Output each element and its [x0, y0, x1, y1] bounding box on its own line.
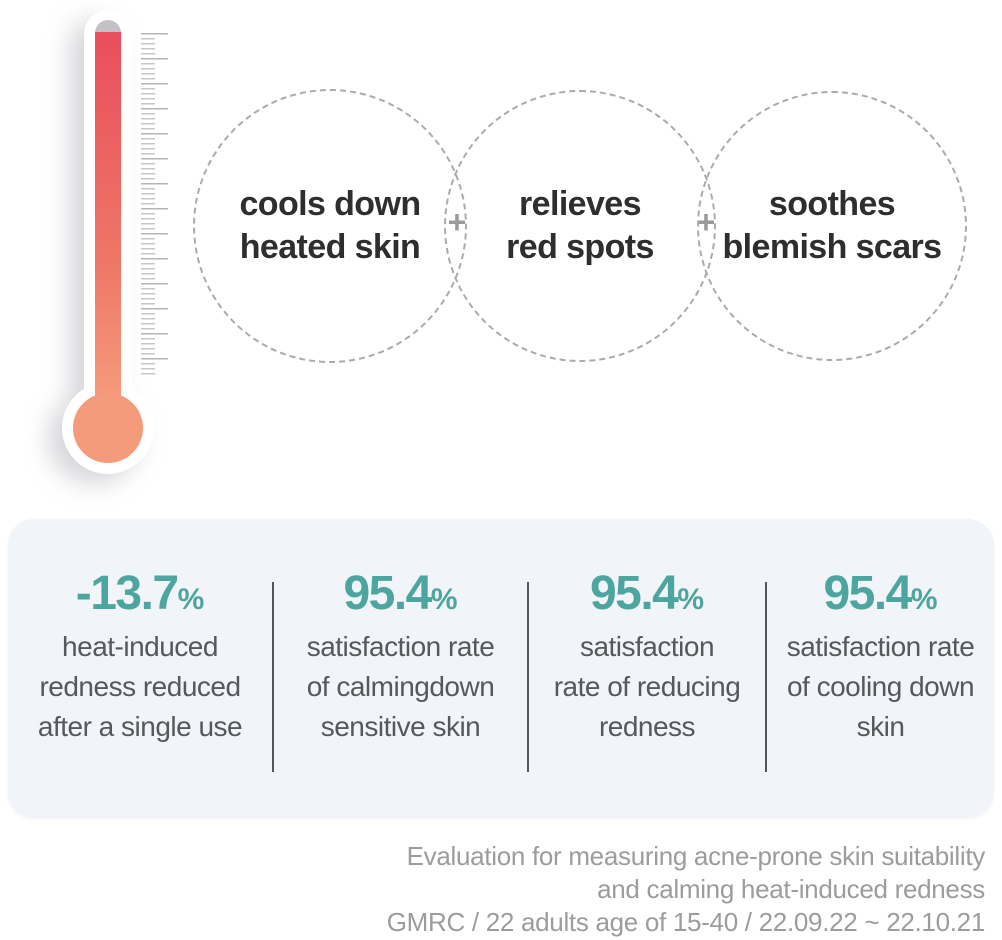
stat-number: -13.7 — [75, 567, 179, 620]
stat-description: satisfaction rate of cooling down skin — [786, 631, 975, 743]
stat-unit: % — [677, 583, 705, 616]
footnote-line: and calming heat-induced redness — [597, 874, 985, 904]
stat-value: 95.4% — [529, 567, 765, 620]
stat-divider — [272, 582, 274, 772]
benefit-label: soothes blemish scars — [722, 185, 943, 266]
ruler-major-ticks — [141, 33, 168, 378]
stat-cooling-down-skin: 95.4% satisfaction rate of cooling down … — [767, 567, 994, 747]
stat-unit: % — [910, 583, 938, 616]
stat-number: 95.4 — [823, 567, 912, 620]
stat-heat-induced-redness: -13.7% heat-induced redness reduced afte… — [8, 567, 272, 747]
stat-value: 95.4% — [274, 567, 527, 620]
stat-divider — [527, 582, 529, 772]
stat-unit: % — [177, 583, 205, 616]
stat-description: satisfaction rate of reducing redness — [553, 631, 741, 743]
stat-number: 95.4 — [343, 567, 432, 620]
thermometer-mercury-fill — [95, 32, 121, 406]
benefit-label: relieves red spots — [506, 185, 654, 266]
evaluation-footnote: Evaluation for measuring acne-prone skin… — [386, 840, 986, 939]
stats-panel: -13.7% heat-induced redness reduced afte… — [8, 519, 994, 818]
stat-unit: % — [430, 583, 458, 616]
thermometer-bulb — [73, 393, 143, 463]
footnote-line: GMRC / 22 adults age of 15-40 / 22.09.22… — [386, 907, 986, 937]
stat-value: 95.4% — [767, 567, 994, 620]
benefit-circle-cools-down: cools down heated skin — [193, 89, 467, 363]
benefit-label: cools down heated skin — [239, 185, 421, 266]
benefit-circle-soothes-blemish-scars: soothes blemish scars — [697, 91, 967, 361]
stat-number: 95.4 — [589, 567, 679, 620]
stat-calming-sensitive-skin: 95.4% satisfaction rate of calmingdown s… — [274, 567, 527, 747]
stat-description: heat-induced redness reduced after a sin… — [37, 631, 243, 743]
stat-divider — [765, 582, 767, 772]
thermometer-body — [0, 0, 240, 500]
thermometer-scale-ruler — [141, 33, 168, 378]
thermometer-icon — [0, 0, 240, 500]
benefit-circle-relieves-red-spots: relieves red spots — [444, 90, 716, 362]
stat-value: -13.7% — [8, 567, 272, 620]
footnote-line: Evaluation for measuring acne-prone skin… — [406, 841, 986, 871]
stat-description: satisfaction rate of calmingdown sensiti… — [306, 631, 495, 743]
stat-reducing-redness: 95.4% satisfaction rate of reducing redn… — [529, 567, 765, 747]
